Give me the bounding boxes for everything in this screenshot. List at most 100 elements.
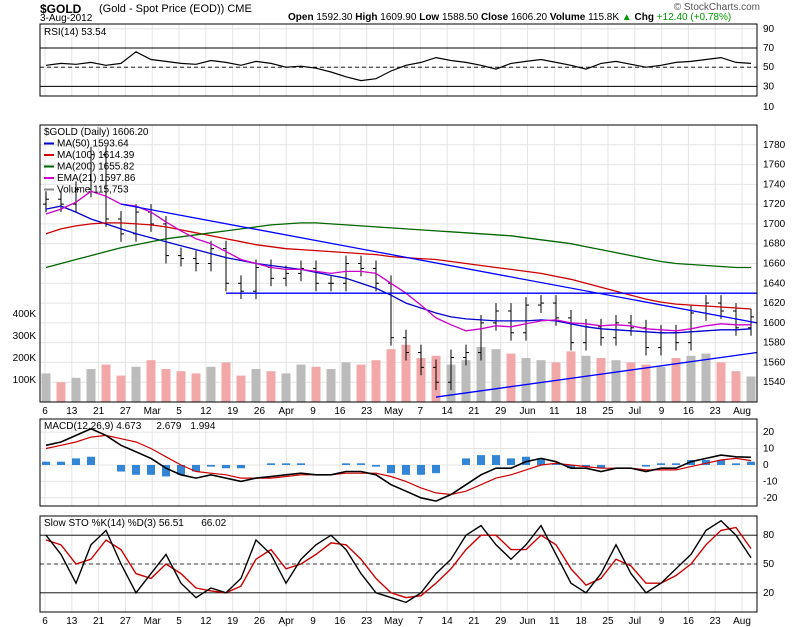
sto-legend-entry: Slow STO %K(14) %D(3) 56.51 (44, 518, 184, 529)
volume-bar (716, 362, 726, 402)
macd-histogram-bar (147, 464, 155, 475)
volume-tick-label: 400K (13, 309, 37, 320)
x-axis-label: 14 (442, 616, 454, 627)
price-tick-label: 1580 (763, 338, 786, 349)
x-axis-label: 14 (442, 406, 454, 417)
macd-tick-label: -10 (763, 476, 778, 487)
x-axis-label: Apr (278, 616, 294, 627)
volume-bar (461, 360, 471, 402)
volume-bar (146, 360, 156, 402)
macd-histogram-bar (357, 463, 365, 465)
x-axis-label: 16 (334, 406, 346, 417)
macd-histogram-bar (657, 463, 665, 465)
x-axis-label: 11 (549, 616, 560, 627)
macd-histogram-bar (42, 461, 50, 465)
price-tick-label: 1560 (763, 357, 786, 368)
price-legend-entry: MA(50) 1593.64 (57, 139, 129, 150)
volume-bar (641, 364, 651, 402)
volume-bar (71, 377, 81, 402)
stockcharts-logo: © StockCharts.com (673, 2, 760, 13)
rsi-tick-label: 30 (763, 81, 775, 92)
price-ema-21-line (45, 190, 751, 332)
x-axis-label: 6 (42, 616, 48, 627)
x-axis-label: 12 (200, 406, 212, 417)
price-legend-entry: MA(100) 1614.39 (57, 150, 135, 161)
volume-bar (731, 371, 741, 402)
volume-bar (491, 349, 501, 402)
macd-histogram-bar (177, 464, 185, 475)
x-axis-label: 16 (683, 406, 695, 417)
x-axis-label: 29 (495, 616, 507, 627)
price-tick-label: 1720 (763, 199, 786, 210)
volume-bar (56, 382, 66, 402)
volume-bar (41, 373, 51, 402)
volume-bar (506, 353, 516, 402)
volume-bar (206, 366, 216, 402)
x-axis-label: 5 (176, 616, 182, 627)
close-value: 1606.20 (510, 12, 548, 23)
macd-histogram-bar (537, 458, 545, 465)
x-axis-label: 29 (495, 406, 507, 417)
x-axis-label: 21 (468, 616, 480, 627)
rsi-line (45, 51, 752, 82)
volume-tick-label: 200K (13, 353, 37, 364)
low-value: 1588.50 (442, 12, 479, 23)
volume-bar (131, 366, 141, 402)
x-axis-label: 18 (576, 406, 588, 417)
x-axis-label: 5 (176, 406, 182, 417)
price-tick-label: 1760 (763, 160, 786, 171)
volume-bar (356, 364, 366, 402)
macd-line (45, 427, 752, 502)
change-arrow-icon: ▲ (621, 12, 632, 23)
volume-bar (371, 360, 381, 402)
macd-histogram-bar (567, 464, 575, 469)
rsi-tick-label: 90 (763, 24, 775, 35)
macd-tick-label: 10 (763, 444, 775, 455)
volume-bar (566, 351, 576, 402)
macd-legend-entry: MACD(12,26,9) 4.673 (44, 421, 142, 432)
x-axis-label: 12 (200, 616, 212, 627)
macd-panel (39, 418, 758, 507)
x-axis-label: 23 (361, 616, 373, 627)
x-axis-label: 16 (683, 616, 695, 627)
rsi-tick-label: 50 (763, 62, 775, 73)
trendline (120, 203, 758, 324)
macd-histogram-bar (732, 463, 740, 465)
volume-bar (656, 366, 666, 402)
price-legend-entry: EMA(21) 1597.86 (57, 173, 136, 184)
macd-legend-entry: 1.994 (190, 421, 215, 432)
rsi-tick-label: 10 (763, 102, 775, 113)
rsi-panel (39, 23, 758, 97)
macd-tick-label: -20 (763, 493, 778, 504)
change-label: Chg (634, 12, 654, 23)
trendline (435, 351, 758, 398)
high-value: 1609.90 (380, 12, 417, 23)
x-axis-label: 13 (66, 406, 78, 417)
volume-bar (686, 355, 696, 402)
price-tick-label: 1600 (763, 318, 786, 329)
x-axis-label: Jun (519, 616, 535, 627)
x-axis-label: 23 (710, 616, 722, 627)
x-axis-label: Aug (733, 616, 751, 627)
x-axis-label: 7 (418, 616, 424, 627)
macd-histogram-bar (117, 464, 125, 472)
symbol-label: $GOLD (40, 2, 82, 16)
chart-header: $GOLD (Gold - Spot Price (EOD)) CME 3-Au… (0, 0, 800, 24)
stochastic-panel (39, 515, 758, 613)
x-axis-label: Jul (628, 616, 641, 627)
macd-histogram-bar (72, 458, 80, 465)
x-axis-label: Mar (144, 616, 162, 627)
x-axis-label: 23 (710, 406, 722, 417)
x-axis-label: Jun (519, 406, 535, 417)
x-axis-label: 25 (602, 616, 614, 627)
macd-histogram-bar (417, 464, 425, 475)
macd-tick-label: 0 (763, 460, 769, 471)
x-axis-label: Aug (733, 406, 751, 417)
volume-bar (521, 358, 531, 402)
sto-tick-label: 80 (763, 530, 775, 541)
volume-bar (266, 371, 276, 402)
volume-bar (386, 349, 396, 402)
instrument-title: (Gold - Spot Price (EOD)) CME (99, 3, 252, 15)
volume-bar (221, 362, 231, 402)
